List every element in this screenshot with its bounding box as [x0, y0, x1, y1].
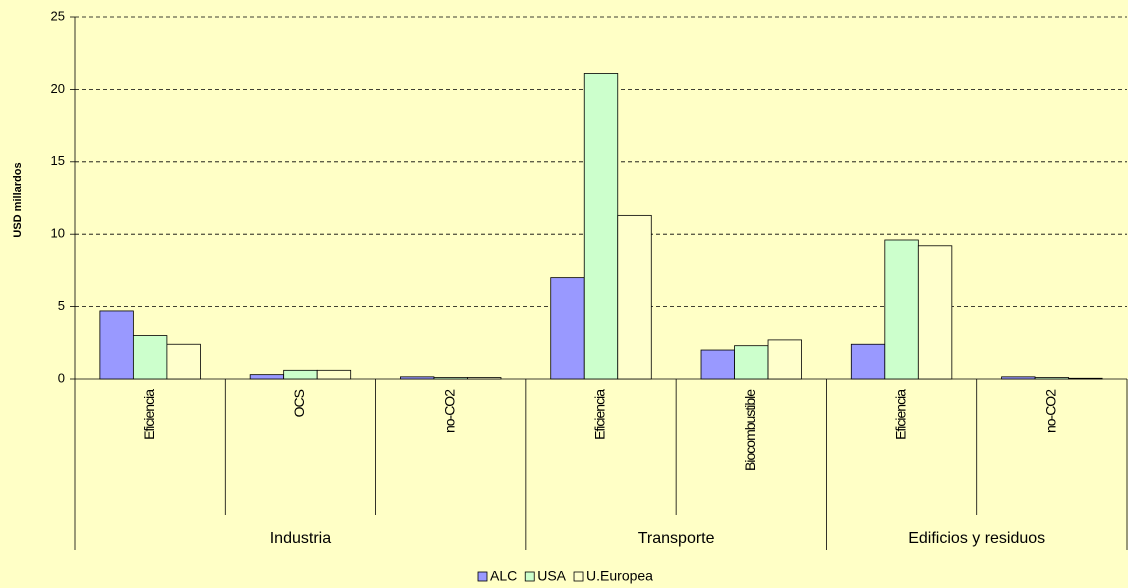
y-tick-label: 0: [58, 370, 65, 385]
legend-label: USA: [537, 568, 566, 584]
group-label: Industria: [270, 530, 331, 547]
bar: [734, 345, 769, 380]
bar: [884, 239, 919, 380]
x-tick-label: no-CO2: [441, 389, 457, 433]
group-label: Edificios y residuos: [908, 530, 1045, 547]
legend-swatch: [477, 571, 488, 582]
bar: [283, 369, 318, 380]
legend-label: U.Europea: [586, 568, 653, 584]
x-tick-label: Eficiencia: [892, 389, 908, 440]
bar: [700, 349, 735, 380]
bar: [767, 339, 802, 380]
x-tick-label: OCS: [291, 389, 307, 417]
bar: [249, 374, 285, 380]
bar: [467, 377, 502, 380]
bar: [433, 377, 468, 380]
legend-label: ALC: [490, 568, 517, 584]
y-tick-label: 25: [51, 8, 65, 23]
bar: [917, 245, 953, 380]
bar: [550, 277, 585, 380]
y-tick-label: 20: [51, 81, 65, 96]
x-tick-label: Biocombustible: [742, 389, 758, 471]
x-tick-label: Eficiencia: [592, 389, 608, 440]
bar: [316, 369, 352, 380]
bar: [850, 343, 886, 380]
bar: [400, 376, 435, 380]
bar: [132, 335, 168, 380]
bar: [1001, 376, 1036, 380]
x-tick-label: no-CO2: [1043, 389, 1059, 433]
group-label: Transporte: [638, 530, 715, 547]
y-tick-label: 15: [51, 153, 65, 168]
bar: [583, 73, 619, 380]
bar: [99, 310, 134, 380]
y-tick-label: 5: [58, 298, 65, 313]
bar: [166, 343, 201, 380]
bar: [1068, 377, 1103, 380]
y-axis-label: USD millardos: [12, 162, 24, 237]
y-tick-label: 10: [51, 226, 65, 241]
x-tick-label: Eficiencia: [141, 389, 157, 440]
legend-swatch: [524, 571, 535, 582]
bar: [1034, 377, 1070, 380]
bar: [617, 214, 652, 380]
legend-swatch: [573, 571, 584, 582]
